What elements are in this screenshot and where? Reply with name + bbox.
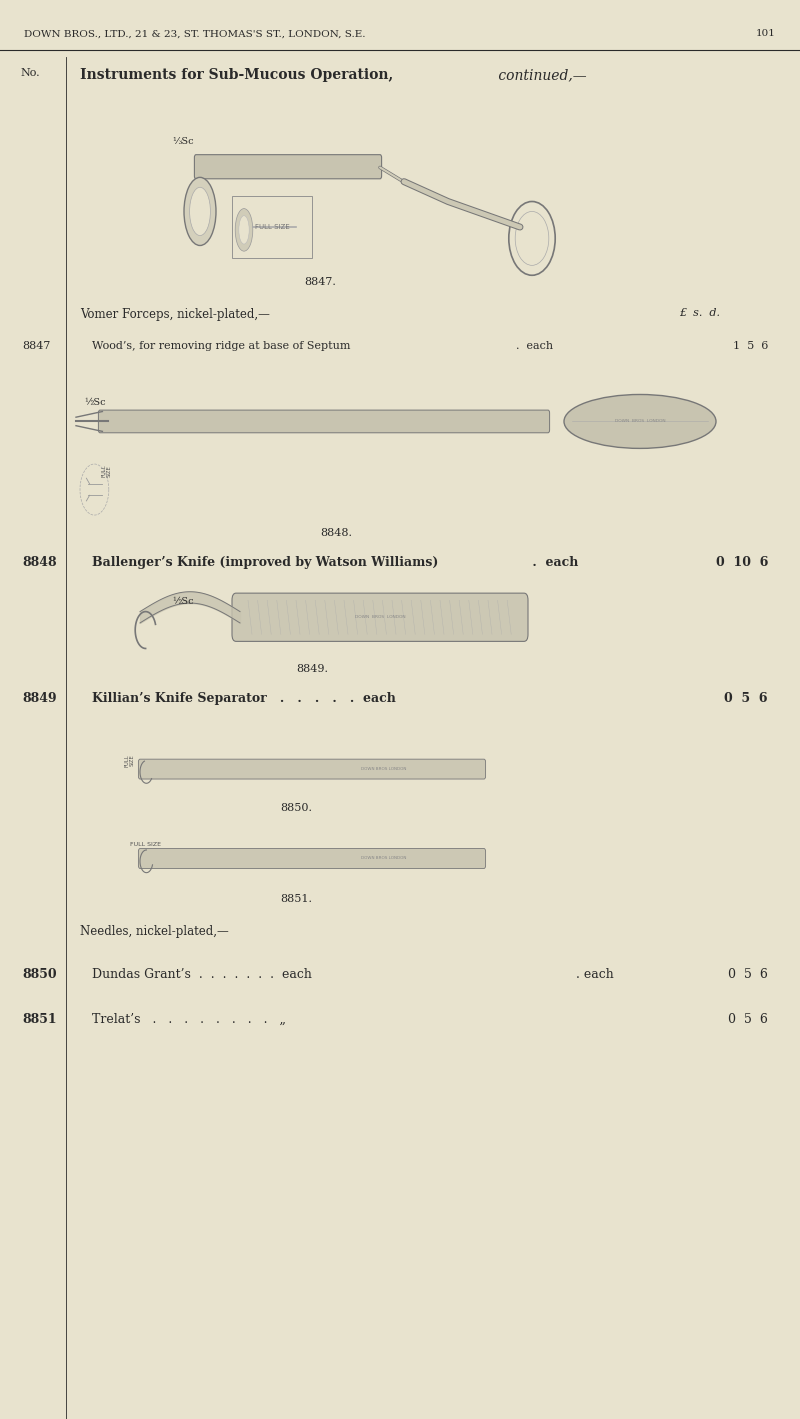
Text: 8849.: 8849. (296, 664, 328, 674)
Ellipse shape (190, 187, 210, 236)
Text: £  s.  d.: £ s. d. (679, 308, 720, 318)
Text: DOWN BROS LONDON: DOWN BROS LONDON (362, 768, 406, 771)
Text: No.: No. (20, 68, 40, 78)
Text: 8851.: 8851. (280, 894, 312, 904)
Text: 0  5  6: 0 5 6 (725, 692, 768, 705)
Text: 8847.: 8847. (304, 277, 336, 287)
Text: DOWN BROS LONDON: DOWN BROS LONDON (362, 857, 406, 860)
FancyBboxPatch shape (194, 155, 382, 179)
Ellipse shape (235, 209, 253, 251)
Text: 8850.: 8850. (280, 803, 312, 813)
Text: 8848.: 8848. (320, 528, 352, 538)
Ellipse shape (564, 394, 716, 448)
Text: ⅓Sc: ⅓Sc (172, 138, 194, 146)
Ellipse shape (238, 216, 250, 244)
Text: 0  5  6: 0 5 6 (728, 1013, 768, 1026)
Text: Killian’s Knife Separator   .   .   .   .   .  each: Killian’s Knife Separator . . . . . each (92, 692, 396, 705)
Text: 0  10  6: 0 10 6 (716, 556, 768, 569)
Text: ½Sc: ½Sc (172, 597, 194, 606)
Text: 8848: 8848 (22, 556, 57, 569)
Text: Trelat’s   .   .   .   .   .   .   .   .   „: Trelat’s . . . . . . . . „ (92, 1013, 286, 1026)
Text: 8850: 8850 (22, 968, 57, 981)
FancyBboxPatch shape (98, 410, 550, 433)
Text: continued,—: continued,— (494, 68, 586, 82)
Ellipse shape (184, 177, 216, 245)
FancyBboxPatch shape (138, 849, 486, 868)
Text: ½Sc: ½Sc (84, 399, 106, 407)
Text: 0  5  6: 0 5 6 (728, 968, 768, 981)
Text: 8851: 8851 (22, 1013, 57, 1026)
Text: 8847: 8847 (22, 341, 50, 350)
Text: FULL SIZE: FULL SIZE (254, 224, 290, 230)
FancyBboxPatch shape (232, 593, 528, 641)
Text: Wood’s, for removing ridge at base of Septum: Wood’s, for removing ridge at base of Se… (92, 341, 350, 350)
Text: Vomer Forceps, nickel-plated,—: Vomer Forceps, nickel-plated,— (80, 308, 270, 321)
Text: .  each: . each (528, 556, 578, 569)
Text: .  each: . each (516, 341, 553, 350)
Text: DOWN  BROS  LONDON: DOWN BROS LONDON (354, 616, 406, 619)
Text: 8849: 8849 (22, 692, 57, 705)
Text: FULL
SIZE: FULL SIZE (101, 465, 112, 477)
Text: Dundas Grant’s  .  .  .  .  .  .  .  each: Dundas Grant’s . . . . . . . each (92, 968, 312, 981)
Text: Instruments for Sub-Mucous Operation,: Instruments for Sub-Mucous Operation, (80, 68, 394, 82)
Text: 1  5  6: 1 5 6 (733, 341, 768, 350)
FancyBboxPatch shape (138, 759, 486, 779)
Bar (232, 196, 312, 258)
Text: FULL SIZE: FULL SIZE (130, 841, 161, 847)
Text: DOWN  BROS  LONDON: DOWN BROS LONDON (614, 420, 666, 423)
Text: FULL
SIZE: FULL SIZE (124, 755, 135, 766)
Text: 101: 101 (756, 30, 776, 38)
Text: Needles, nickel-plated,—: Needles, nickel-plated,— (80, 925, 229, 938)
Text: Ballenger’s Knife (improved by Watson Williams): Ballenger’s Knife (improved by Watson Wi… (92, 556, 438, 569)
Text: DOWN BROS., LTD., 21 & 23, ST. THOMAS'S ST., LONDON, S.E.: DOWN BROS., LTD., 21 & 23, ST. THOMAS'S … (24, 30, 366, 38)
Text: . each: . each (576, 968, 614, 981)
